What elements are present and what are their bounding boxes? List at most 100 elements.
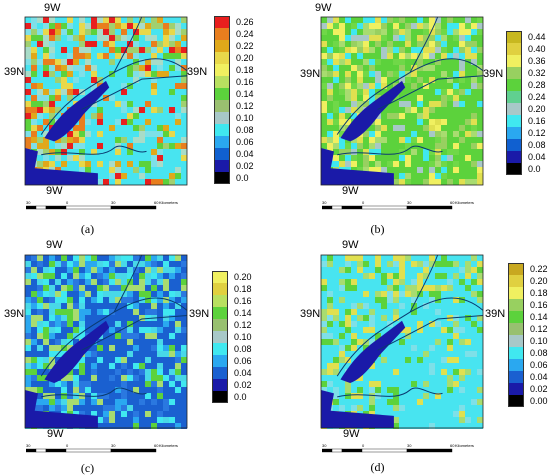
- legend-entry: 0.10: [508, 335, 550, 347]
- map-frame: [320, 16, 484, 186]
- legend-entry: 0.00: [508, 395, 550, 407]
- legend-value: 0.16: [530, 300, 548, 310]
- legend-value: 0.00: [530, 396, 548, 406]
- legend-entry: 0.20: [212, 271, 262, 283]
- legend-value: 0.02: [236, 161, 254, 171]
- bottom-longitude-label: 9W: [342, 185, 359, 197]
- scale-tick-label: 60: [450, 200, 455, 205]
- scale-segment: [65, 205, 112, 210]
- panel-label: (d): [370, 460, 385, 474]
- legend-value: 0.14: [530, 312, 548, 322]
- legend-entry: 0.06: [508, 359, 550, 371]
- panel-a: 9W 39N 39N 9W 0.26 0.24 0.22 0.20 0.18 0.16 0.…: [0, 0, 275, 238]
- legend-value: 0.24: [528, 92, 546, 102]
- map-frame: [320, 254, 484, 429]
- legend-swatch: [508, 275, 524, 287]
- legend-swatch: [214, 52, 230, 64]
- scale-tick-label: 30: [26, 443, 31, 448]
- scale-segment: [341, 448, 363, 453]
- legend-value: 0.06: [236, 137, 254, 147]
- legend-frame: [508, 263, 524, 407]
- legend-value: 0.0: [234, 392, 247, 402]
- legend-value: 0.02: [234, 380, 252, 390]
- legend-entry: 0.32: [506, 67, 550, 79]
- legend-swatch: [214, 64, 230, 76]
- legend-value: 0.04: [530, 372, 548, 382]
- scale-tick-label: 0: [362, 443, 365, 448]
- legend-entry: 0.20: [214, 52, 264, 64]
- top-longitude-label: 9W: [44, 2, 61, 14]
- scale-tick-label: 30: [111, 200, 116, 205]
- legend-swatch: [212, 307, 228, 319]
- left-latitude-label: 39N: [300, 308, 321, 320]
- legend-entry: 0.40: [506, 43, 550, 55]
- estuary-water: [340, 80, 406, 142]
- legend-value: 0.08: [528, 140, 546, 150]
- southern-channel-outline: [337, 387, 443, 398]
- legend-swatch: [214, 88, 230, 100]
- scale-segment: [331, 448, 343, 453]
- scale-tick-label: 30: [407, 200, 412, 205]
- scale-segment: [45, 205, 67, 210]
- scale-segment: [406, 205, 453, 210]
- legend-swatch: [508, 311, 524, 323]
- legend-entry: 0.20: [508, 275, 550, 287]
- legend-entry: 0.28: [506, 79, 550, 91]
- legend-entry: 0.02: [214, 160, 264, 172]
- bottom-longitude-label: 9W: [46, 185, 63, 197]
- legend-entry: 0.14: [508, 311, 550, 323]
- legend-entry: 0.12: [506, 127, 550, 139]
- legend-value: 0.20: [236, 53, 254, 63]
- right-latitude-label: 39N: [189, 308, 210, 320]
- scale-tick-label: 30: [322, 200, 327, 205]
- legend-swatch: [506, 127, 522, 139]
- ocean-water: [25, 148, 98, 185]
- legend-entry: 0.10: [214, 112, 264, 124]
- coast-outline: [377, 75, 484, 110]
- legend-entry: 0.0: [506, 163, 550, 175]
- legend-value: 0.10: [530, 336, 548, 346]
- legend-value: 0.26: [236, 17, 254, 27]
- scale-unit-label: Kilometers: [159, 200, 178, 205]
- legend-value: 0.02: [530, 384, 548, 394]
- legend-value: 0.12: [234, 320, 252, 330]
- legend-swatch: [508, 395, 524, 407]
- legend-swatch: [506, 91, 522, 103]
- north-river-outline: [409, 254, 439, 313]
- legend-swatch: [508, 299, 524, 311]
- scale-tick-label: 30: [407, 443, 412, 448]
- legend-swatch: [214, 160, 230, 172]
- scale-segment: [331, 205, 343, 210]
- legend-entry: 0.08: [214, 124, 264, 136]
- legend-value: 0.24: [236, 29, 254, 39]
- legend-entry: 0.22: [214, 40, 264, 52]
- legend-entry: 0.26: [214, 16, 264, 28]
- legend-entry: 0.08: [212, 343, 262, 355]
- land-cover-raster: [321, 17, 483, 185]
- north-river-outline: [113, 254, 143, 313]
- legend-entry: 0.18: [214, 64, 264, 76]
- scale-bar: 30 0 30 60 Kilometers: [25, 200, 186, 219]
- legend-entry: 0.24: [506, 91, 550, 103]
- scale-segment: [341, 205, 363, 210]
- coast-outline: [81, 75, 188, 110]
- legend-entry: 0.18: [212, 283, 262, 295]
- scale-segment: [361, 448, 408, 453]
- legend-value: 0.04: [234, 368, 252, 378]
- legend-entry: 0.04: [214, 148, 264, 160]
- legend-entry: 0.22: [508, 263, 550, 275]
- legend-frame: [214, 16, 230, 184]
- scale-segment: [35, 448, 47, 453]
- scale-tick-label: 60: [154, 443, 159, 448]
- legend-swatch: [506, 115, 522, 127]
- panel-c: 9W 39N 39N 9W 0.20 0.18 0.16 0.14 0.12 0.10 0.…: [0, 238, 275, 476]
- top-longitude-label: 9W: [342, 239, 359, 251]
- legend-value: 0.20: [530, 276, 548, 286]
- legend-entry: 0.16: [508, 299, 550, 311]
- legend-value: 0.08: [530, 348, 548, 358]
- legend-swatch: [508, 347, 524, 359]
- legend-swatch: [214, 28, 230, 40]
- right-latitude-label: 39N: [483, 68, 504, 80]
- ocean-water: [321, 389, 394, 428]
- land-cover-raster: [25, 17, 187, 185]
